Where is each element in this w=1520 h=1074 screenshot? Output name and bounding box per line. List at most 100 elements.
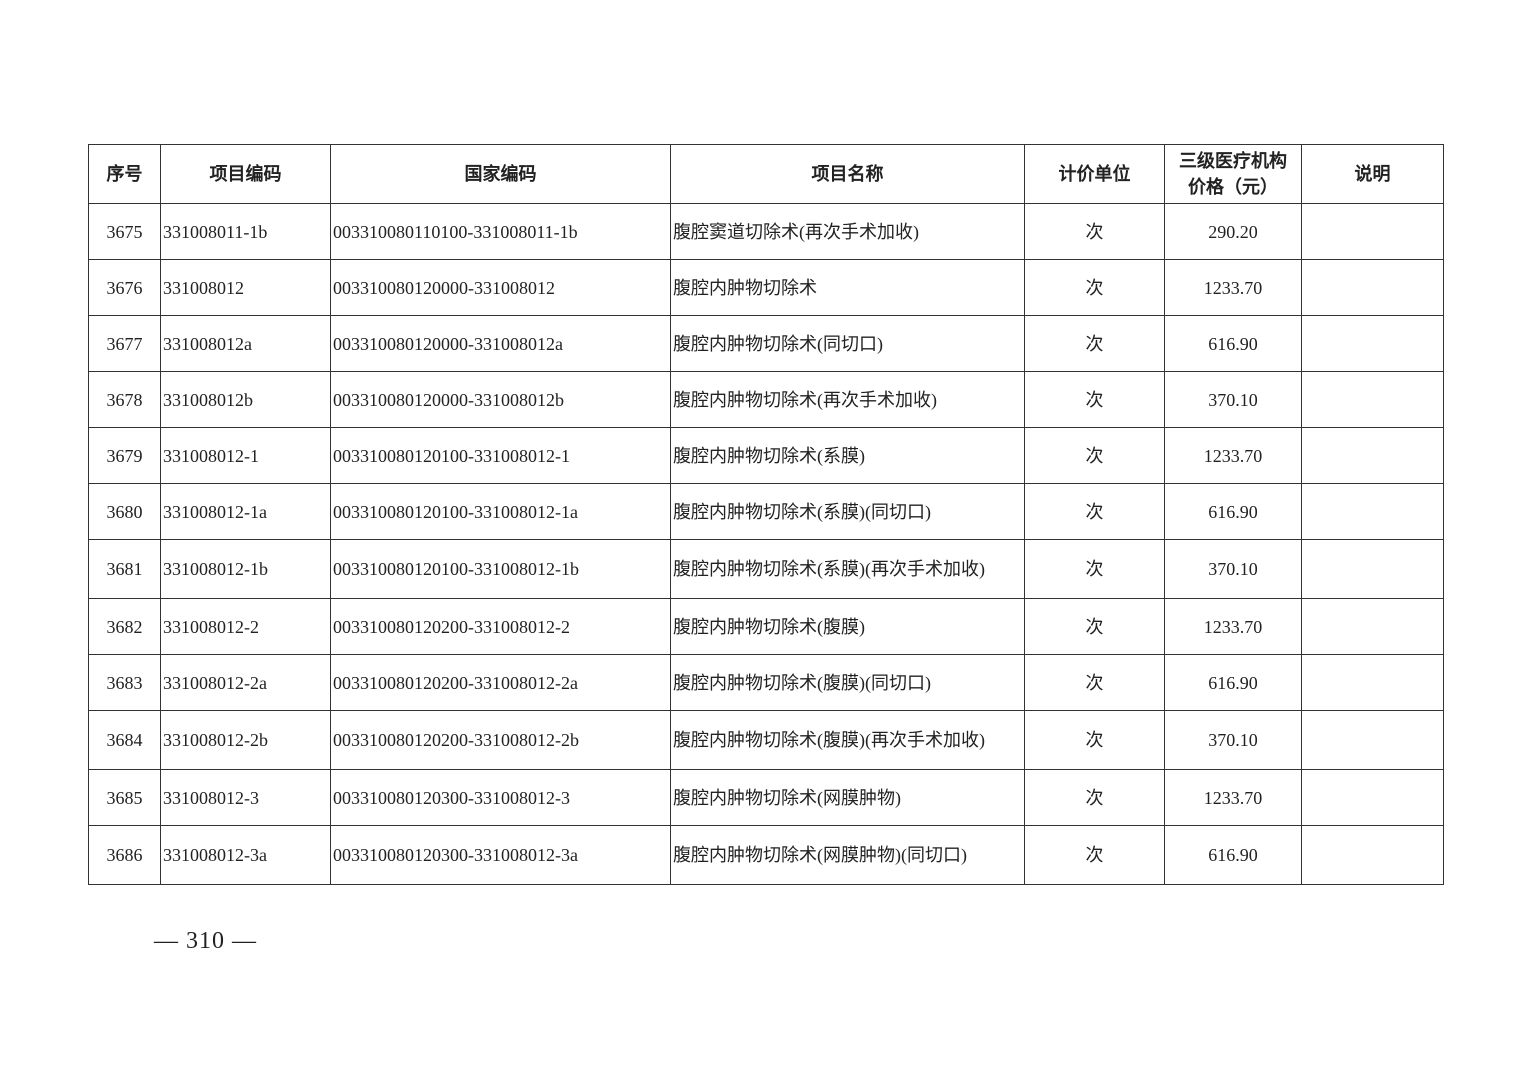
cell-code: 331008012-1b <box>160 539 331 599</box>
cell-unit: 次 <box>1024 539 1165 599</box>
cell-price: 1233.70 <box>1164 769 1302 826</box>
price-table: 序号 项目编码 国家编码 项目名称 计价单位 三级医疗机构 价格（元） 说明 36… <box>88 144 1444 885</box>
cell-national: 003310080120100-331008012-1a <box>330 483 671 540</box>
cell-code: 331008012-2b <box>160 710 331 770</box>
cell-price: 370.10 <box>1164 710 1302 770</box>
header-note: 说明 <box>1301 144 1444 204</box>
table-row: 3676 331008012 003310080120000-331008012 腹腔… <box>88 259 1444 316</box>
table-row: 3678 331008012b 003310080120000-331008012b… <box>88 371 1444 428</box>
cell-no: 3684 <box>88 710 161 770</box>
cell-price: 290.20 <box>1164 203 1302 260</box>
header-name: 项目名称 <box>670 144 1025 204</box>
cell-code: 331008012-2a <box>160 654 331 711</box>
cell-national: 003310080120200-331008012-2b <box>330 710 671 770</box>
cell-code: 331008012-1a <box>160 483 331 540</box>
cell-note <box>1301 203 1444 260</box>
header-no: 序号 <box>88 144 161 204</box>
cell-note <box>1301 654 1444 711</box>
cell-code: 331008012b <box>160 371 331 428</box>
cell-unit: 次 <box>1024 710 1165 770</box>
table-row: 3684 331008012-2b 003310080120200-33100801… <box>88 710 1444 770</box>
cell-price: 1233.70 <box>1164 427 1302 484</box>
cell-price: 616.90 <box>1164 825 1302 885</box>
cell-code: 331008012a <box>160 315 331 372</box>
table-row: 3683 331008012-2a 003310080120200-33100801… <box>88 654 1444 711</box>
cell-note <box>1301 427 1444 484</box>
cell-no: 3678 <box>88 371 161 428</box>
cell-name: 腹腔内肿物切除术(系膜)(再次手术加收) <box>670 539 1025 599</box>
cell-code: 331008012-1 <box>160 427 331 484</box>
cell-price: 370.10 <box>1164 371 1302 428</box>
header-national-code: 国家编码 <box>330 144 671 204</box>
cell-code: 331008012 <box>160 259 331 316</box>
cell-code: 331008011-1b <box>160 203 331 260</box>
cell-no: 3683 <box>88 654 161 711</box>
cell-no: 3680 <box>88 483 161 540</box>
cell-note <box>1301 315 1444 372</box>
header-unit: 计价单位 <box>1024 144 1165 204</box>
cell-price: 1233.70 <box>1164 259 1302 316</box>
cell-name: 腹腔内肿物切除术(腹膜)(同切口) <box>670 654 1025 711</box>
header-code: 项目编码 <box>160 144 331 204</box>
cell-price: 616.90 <box>1164 654 1302 711</box>
cell-name: 腹腔内肿物切除术(再次手术加收) <box>670 371 1025 428</box>
table-row: 3680 331008012-1a 003310080120100-33100801… <box>88 483 1444 540</box>
cell-price: 616.90 <box>1164 483 1302 540</box>
cell-note <box>1301 539 1444 599</box>
cell-code: 331008012-3a <box>160 825 331 885</box>
cell-national: 003310080120100-331008012-1 <box>330 427 671 484</box>
table-row: 3679 331008012-1 003310080120100-331008012… <box>88 427 1444 484</box>
cell-name: 腹腔内肿物切除术(腹膜) <box>670 598 1025 655</box>
cell-unit: 次 <box>1024 598 1165 655</box>
cell-name: 腹腔窦道切除术(再次手术加收) <box>670 203 1025 260</box>
cell-note <box>1301 769 1444 826</box>
header-price: 三级医疗机构 价格（元） <box>1164 144 1302 204</box>
header-price-line2: 价格（元） <box>1188 177 1278 197</box>
table-row: 3675 331008011-1b 003310080110100-33100801… <box>88 203 1444 260</box>
header-price-line1: 三级医疗机构 <box>1179 151 1287 171</box>
table-row: 3682 331008012-2 003310080120200-331008012… <box>88 598 1444 655</box>
cell-national: 003310080120000-331008012a <box>330 315 671 372</box>
cell-unit: 次 <box>1024 371 1165 428</box>
cell-no: 3682 <box>88 598 161 655</box>
cell-no: 3686 <box>88 825 161 885</box>
table-row: 3685 331008012-3 003310080120300-331008012… <box>88 769 1444 826</box>
cell-no: 3677 <box>88 315 161 372</box>
cell-name: 腹腔内肿物切除术(网膜肿物)(同切口) <box>670 825 1025 885</box>
cell-national: 003310080120200-331008012-2a <box>330 654 671 711</box>
cell-no: 3681 <box>88 539 161 599</box>
cell-unit: 次 <box>1024 427 1165 484</box>
cell-national: 003310080120100-331008012-1b <box>330 539 671 599</box>
table-row: 3677 331008012a 003310080120000-331008012a… <box>88 315 1444 372</box>
cell-unit: 次 <box>1024 259 1165 316</box>
cell-unit: 次 <box>1024 203 1165 260</box>
cell-name: 腹腔内肿物切除术(同切口) <box>670 315 1025 372</box>
cell-note <box>1301 710 1444 770</box>
cell-national: 003310080110100-331008011-1b <box>330 203 671 260</box>
cell-unit: 次 <box>1024 483 1165 540</box>
cell-name: 腹腔内肿物切除术(网膜肿物) <box>670 769 1025 826</box>
cell-unit: 次 <box>1024 769 1165 826</box>
cell-price: 1233.70 <box>1164 598 1302 655</box>
cell-national: 003310080120000-331008012b <box>330 371 671 428</box>
table-header-row: 序号 项目编码 国家编码 项目名称 计价单位 三级医疗机构 价格（元） 说明 <box>88 144 1444 204</box>
cell-national: 003310080120200-331008012-2 <box>330 598 671 655</box>
cell-name: 腹腔内肿物切除术(系膜)(同切口) <box>670 483 1025 540</box>
cell-name: 腹腔内肿物切除术 <box>670 259 1025 316</box>
table-row: 3681 331008012-1b 003310080120100-33100801… <box>88 539 1444 599</box>
cell-unit: 次 <box>1024 654 1165 711</box>
cell-note <box>1301 483 1444 540</box>
cell-no: 3685 <box>88 769 161 826</box>
cell-no: 3679 <box>88 427 161 484</box>
cell-price: 370.10 <box>1164 539 1302 599</box>
cell-unit: 次 <box>1024 825 1165 885</box>
page-number: — 310 — <box>154 928 257 954</box>
table-row: 3686 331008012-3a 003310080120300-33100801… <box>88 825 1444 885</box>
cell-unit: 次 <box>1024 315 1165 372</box>
cell-note <box>1301 598 1444 655</box>
cell-name: 腹腔内肿物切除术(系膜) <box>670 427 1025 484</box>
cell-national: 003310080120000-331008012 <box>330 259 671 316</box>
cell-code: 331008012-3 <box>160 769 331 826</box>
cell-no: 3675 <box>88 203 161 260</box>
cell-name: 腹腔内肿物切除术(腹膜)(再次手术加收) <box>670 710 1025 770</box>
